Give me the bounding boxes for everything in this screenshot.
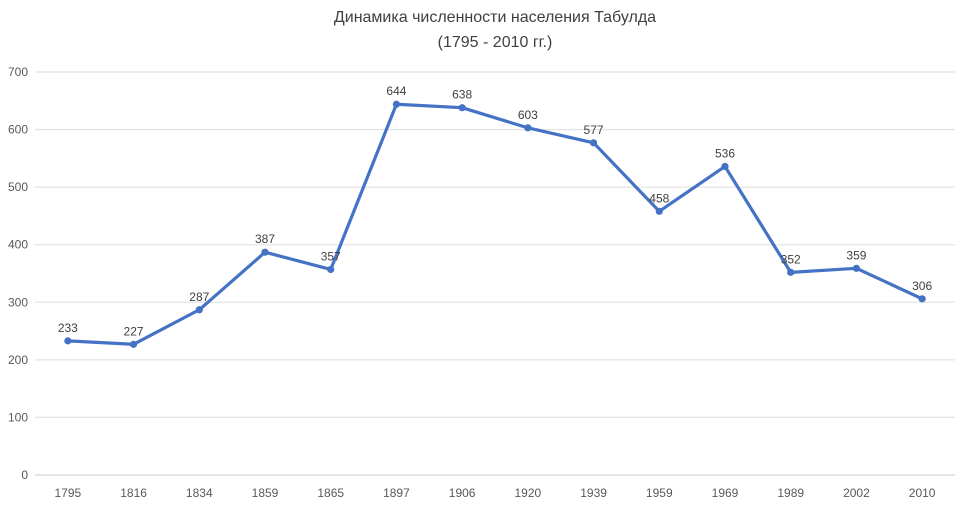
chart-title-block: Динамика численности населения Табулда (… xyxy=(35,5,955,55)
y-tick-label: 700 xyxy=(8,65,28,79)
data-point-marker xyxy=(129,340,138,348)
data-label: 287 xyxy=(189,290,209,304)
data-label: 359 xyxy=(846,248,866,262)
x-tick-label: 2002 xyxy=(843,486,870,500)
data-point-marker xyxy=(655,207,663,215)
data-label: 644 xyxy=(386,84,406,98)
x-tick-label: 1816 xyxy=(120,486,147,500)
y-tick-label: 200 xyxy=(8,353,28,367)
data-point-marker xyxy=(721,162,729,171)
series-line xyxy=(66,102,924,346)
y-tick-label: 100 xyxy=(8,410,28,424)
data-label: 638 xyxy=(452,88,472,102)
x-tick-label: 1939 xyxy=(580,486,607,500)
chart-subtitle: (1795 - 2010 гг.) xyxy=(437,34,553,51)
x-tick-label: 1795 xyxy=(55,486,82,500)
data-label: 306 xyxy=(912,279,932,293)
data-label: 357 xyxy=(321,249,341,263)
y-tick-label: 300 xyxy=(8,295,28,309)
data-label: 536 xyxy=(715,146,735,160)
data-label: 387 xyxy=(255,232,275,246)
data-point-marker xyxy=(458,104,466,112)
data-label: 577 xyxy=(584,123,604,137)
data-point-marker xyxy=(195,306,203,314)
x-tick-label: 1969 xyxy=(712,486,739,500)
y-tick-label: 0 xyxy=(21,468,28,482)
data-label: 352 xyxy=(781,252,801,266)
x-tick-label: 1834 xyxy=(186,486,213,500)
chart-title: Динамика численности населения Табулда xyxy=(333,9,657,26)
x-tick-label: 1906 xyxy=(449,486,476,500)
data-point-marker xyxy=(261,248,269,256)
x-tick-label: 1920 xyxy=(515,486,542,500)
data-point-marker xyxy=(852,264,861,272)
data-point-marker xyxy=(918,295,926,303)
data-point-marker xyxy=(524,124,532,132)
data-point-marker xyxy=(392,100,401,108)
data-point-marker xyxy=(787,268,795,276)
data-point-marker xyxy=(327,265,335,274)
data-point-marker xyxy=(589,139,598,147)
data-label: 227 xyxy=(124,324,144,338)
data-label: 233 xyxy=(58,321,78,335)
x-tick-label: 1865 xyxy=(317,486,344,500)
x-tick-label: 2010 xyxy=(909,486,936,500)
data-label: 603 xyxy=(518,108,538,122)
y-tick-label: 600 xyxy=(8,123,28,137)
y-tick-label: 400 xyxy=(8,238,28,252)
x-tick-label: 1859 xyxy=(252,486,279,500)
x-tick-label: 1897 xyxy=(383,486,410,500)
x-tick-label: 1959 xyxy=(646,486,673,500)
data-label: 458 xyxy=(649,191,669,205)
y-tick-label: 500 xyxy=(8,180,28,194)
x-tick-label: 1989 xyxy=(777,486,804,500)
data-point-marker xyxy=(64,337,72,345)
